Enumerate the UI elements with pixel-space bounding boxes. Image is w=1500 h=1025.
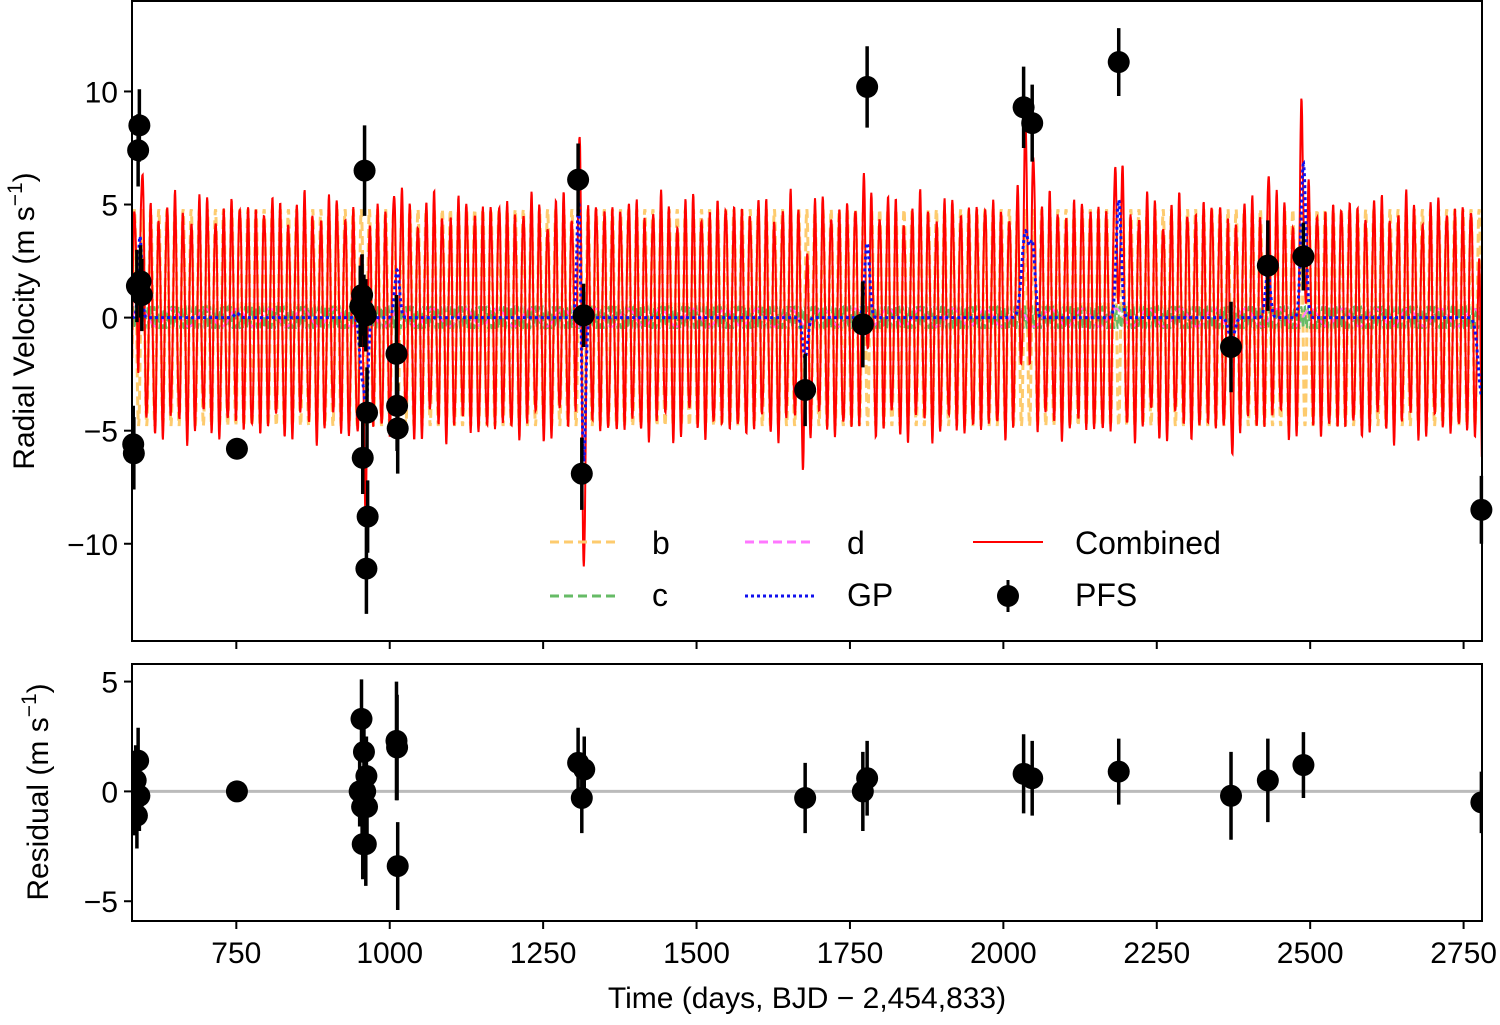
top-y-axis-label: Radial Velocity (m s−1) <box>4 172 41 469</box>
rv-data-point <box>572 304 595 327</box>
top-y-axis-label-main: Radial Velocity (m s <box>8 206 41 469</box>
top-ytick-label: −5 <box>84 416 118 449</box>
rv-data-point <box>353 159 376 182</box>
rv-data-point <box>354 304 377 327</box>
residual-data-point <box>132 804 148 827</box>
rv-data-point <box>225 437 248 460</box>
bottom-xtick-label: 2750 <box>1430 937 1497 970</box>
top-ytick-label: 0 <box>101 303 118 336</box>
top-ytick-label: −10 <box>67 529 118 562</box>
legend: b c d GP Combined PFS <box>550 525 1221 613</box>
legend-d-label: d <box>847 525 865 561</box>
residual-data-point <box>350 707 373 730</box>
bottom-y-axis-label-main: Residual (m s <box>22 717 55 900</box>
legend-combined-label: Combined <box>1075 525 1221 561</box>
rv-data-point <box>122 442 145 465</box>
top-y-axis-label-close: ) <box>8 172 41 182</box>
bottom-data-points <box>132 679 1482 911</box>
rv-data-point <box>356 505 379 528</box>
residual-data-point <box>1021 767 1044 790</box>
bottom-xtick-label: 1250 <box>510 937 577 970</box>
residual-data-point <box>386 855 409 878</box>
legend-pfs-marker <box>997 585 1019 607</box>
gp-curve <box>132 159 1482 462</box>
rv-data-point <box>570 462 593 485</box>
top-y-axis: 10 5 0 −5 −10 <box>67 76 132 562</box>
bottom-xtick-label: 750 <box>211 937 261 970</box>
residual-data-point <box>794 786 817 809</box>
legend-gp-label: GP <box>847 577 893 613</box>
rv-data-point <box>567 168 590 191</box>
x-axis-label: Time (days, BJD − 2,454,833) <box>608 982 1006 1015</box>
rv-data-point <box>128 114 151 137</box>
rv-data-point <box>851 313 874 336</box>
residual-data-point <box>225 780 248 803</box>
residual-data-point <box>386 736 409 759</box>
residual-data-point <box>1256 769 1279 792</box>
residual-data-point <box>1470 791 1482 814</box>
legend-b-label: b <box>652 525 670 561</box>
bottom-x-axis: 750 1000 1250 1500 1750 2000 2250 2500 2750 <box>211 921 1497 970</box>
bottom-xtick-label: 2250 <box>1123 937 1190 970</box>
rv-data-point <box>386 417 409 440</box>
rv-data-point <box>794 378 817 401</box>
combined-curve <box>132 98 1482 567</box>
rv-data-point <box>351 446 374 469</box>
legend-c-label: c <box>652 577 668 613</box>
top-ytick-label: 10 <box>85 76 118 109</box>
rv-data-point <box>385 342 408 365</box>
legend-pfs-label: PFS <box>1075 577 1137 613</box>
rv-data-point <box>130 283 153 306</box>
top-panel: b c d GP Combined PFS 10 5 0 −5 −10 Radial V… <box>4 0 1493 649</box>
residual-data-point <box>132 784 151 807</box>
bottom-xtick-label: 1750 <box>817 937 884 970</box>
bottom-ytick-label: 0 <box>101 776 118 809</box>
top-ytick-label: 5 <box>101 190 118 223</box>
residual-data-point <box>352 740 375 763</box>
bottom-xtick-label: 1500 <box>663 937 730 970</box>
residual-data-point <box>573 758 596 781</box>
bottom-y-axis-label: Residual (m s−1) <box>18 683 55 900</box>
bottom-ytick-label: 5 <box>101 667 118 700</box>
bottom-ytick-label: −5 <box>84 886 118 919</box>
bottom-xtick-label: 2500 <box>1277 937 1344 970</box>
residual-data-point <box>856 767 879 790</box>
residual-data-point <box>354 833 377 856</box>
bottom-panel: 5 0 −5 750 1000 1250 1500 1750 2000 2250 2500 2750… <box>18 663 1497 1015</box>
rv-data-point <box>355 557 378 580</box>
rv-data-point <box>1021 112 1044 135</box>
bottom-y-axis-label-close: ) <box>22 683 55 693</box>
top-plot-frame <box>131 0 1483 642</box>
residual-data-point <box>1292 754 1315 777</box>
rv-data-point <box>1107 51 1130 74</box>
bottom-y-axis: 5 0 −5 <box>84 667 132 919</box>
rv-data-point <box>356 401 379 424</box>
bottom-xtick-label: 1000 <box>356 937 423 970</box>
residual-data-point <box>1107 760 1130 783</box>
rv-data-point <box>1220 336 1243 359</box>
bottom-y-axis-label-exp: −1 <box>18 693 41 717</box>
residual-data-point <box>570 786 593 809</box>
top-x-axis <box>235 641 1465 649</box>
residual-data-point <box>1220 784 1243 807</box>
bottom-plot-frame <box>131 663 1483 922</box>
rv-data-point <box>856 75 879 98</box>
rv-data-point <box>1292 245 1315 268</box>
top-y-axis-label-exp: −1 <box>4 182 27 206</box>
rv-data-point <box>1256 254 1279 277</box>
residual-data-point <box>356 795 379 818</box>
bottom-xtick-label: 2000 <box>970 937 1037 970</box>
